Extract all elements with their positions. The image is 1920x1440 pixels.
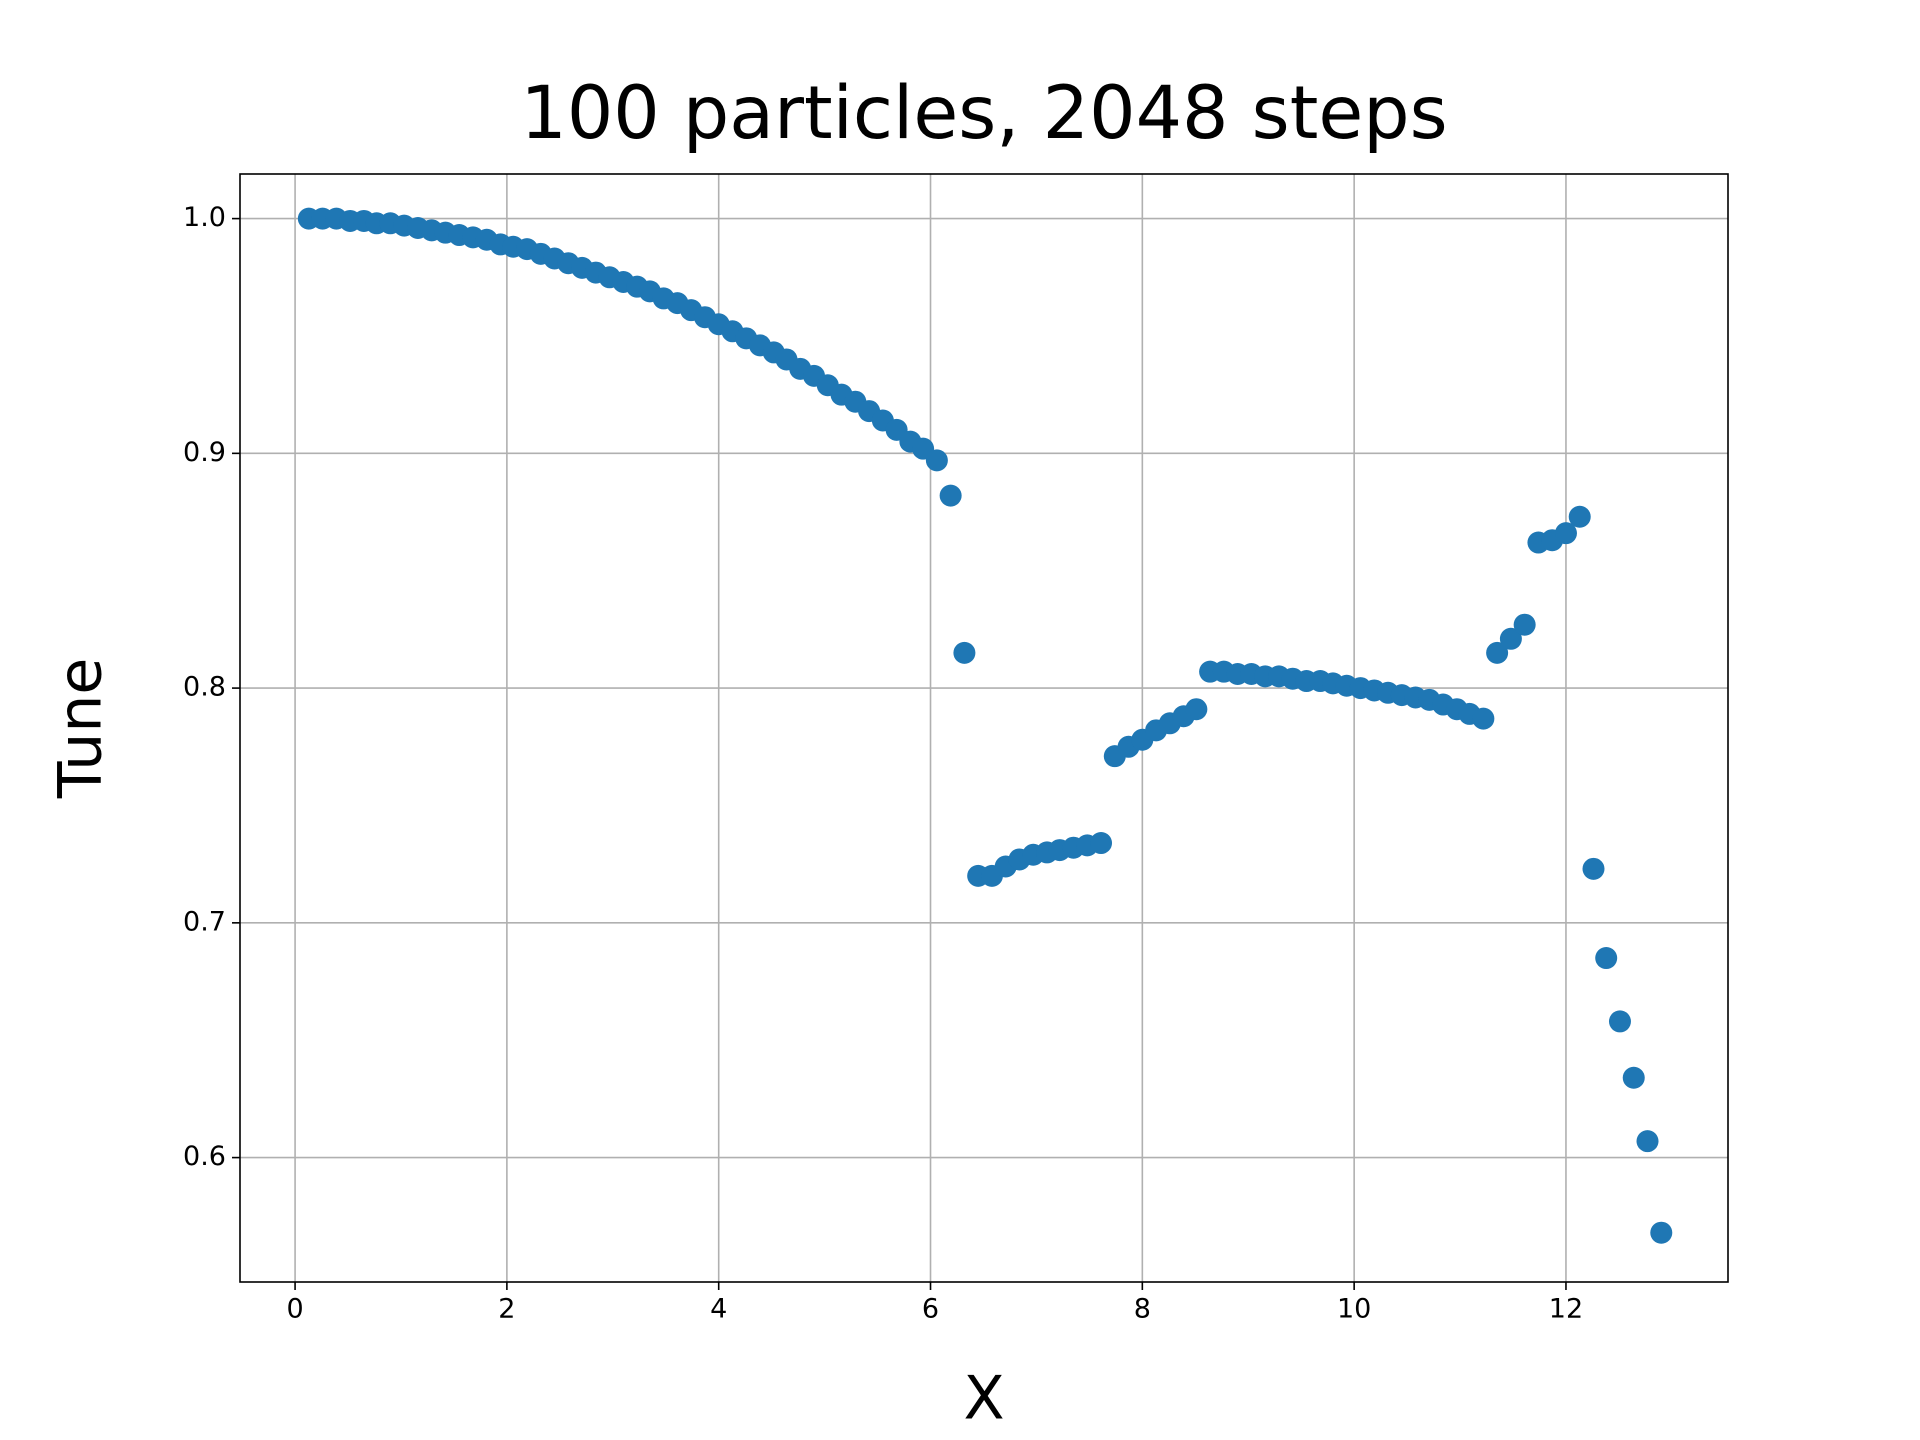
point — [1650, 1221, 1673, 1244]
point — [1595, 947, 1618, 970]
y-tick-label: 0.6 — [183, 1141, 226, 1172]
point — [1499, 627, 1522, 650]
y-axis-label: Tune — [46, 658, 116, 800]
point — [1636, 1130, 1659, 1153]
x-tick-label: 10 — [1337, 1294, 1371, 1325]
point — [1554, 522, 1577, 545]
x-tick-label: 12 — [1549, 1294, 1583, 1325]
x-tick-label: 4 — [710, 1294, 727, 1325]
point — [925, 449, 948, 472]
x-axis-label: X — [963, 1364, 1004, 1434]
plot-frame — [239, 173, 1729, 1283]
y-tick-label: 0.8 — [183, 672, 226, 703]
point — [1090, 832, 1113, 855]
x-tick-label: 8 — [1134, 1294, 1151, 1325]
y-tick-label: 0.9 — [183, 437, 226, 468]
point — [1608, 1010, 1631, 1033]
point — [1486, 641, 1509, 664]
point — [1582, 857, 1605, 880]
y-tick-label: 0.7 — [183, 906, 226, 937]
chart-title: 100 particles, 2048 steps — [520, 71, 1447, 156]
point — [1568, 505, 1591, 528]
x-tick-label: 0 — [286, 1294, 303, 1325]
point — [939, 484, 962, 507]
point — [1185, 698, 1208, 721]
x-tick-label: 6 — [922, 1294, 939, 1325]
point — [1622, 1066, 1645, 1089]
point — [1472, 707, 1495, 730]
y-tick-label: 1.0 — [183, 202, 226, 233]
point — [1513, 613, 1536, 636]
x-tick-label: 2 — [498, 1294, 515, 1325]
point — [953, 641, 976, 664]
